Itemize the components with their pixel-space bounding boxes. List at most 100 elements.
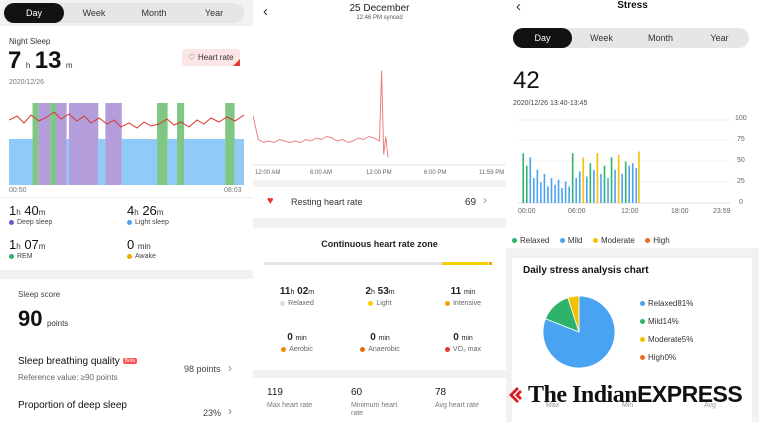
min-label: Min (622, 402, 634, 409)
awake-label: Awake (135, 253, 156, 260)
sleep-segment-light (184, 139, 226, 185)
tab-month[interactable]: Month (141, 8, 167, 18)
score-unit: points (46, 319, 69, 328)
heart-rate-toggle[interactable]: ♡ Heart rate (182, 49, 240, 66)
avg-hr-value: 78 (435, 387, 447, 398)
max-label: Max (546, 402, 560, 409)
chevron-right-icon[interactable]: › (228, 361, 232, 375)
intensive-dot (444, 300, 450, 306)
resting-hr-row[interactable]: ♥ Resting heart rate 69 › (253, 187, 506, 218)
deep-proportion-title[interactable]: Proportion of deep sleep (18, 400, 127, 411)
stress-bar (593, 169, 595, 203)
stress-bar (603, 165, 606, 203)
sleep-stage-chart (9, 103, 244, 185)
rem-dot (9, 253, 14, 259)
tab-week[interactable]: Week (82, 8, 106, 18)
rem-h: 1 (9, 237, 17, 252)
sleep-segment-deep (38, 103, 51, 185)
light-dot (368, 300, 374, 306)
tab-week[interactable]: Week (590, 33, 613, 43)
zone-anaerobic: 0 min Anaerobic (340, 332, 420, 353)
deep-h: 1 (9, 203, 17, 218)
x-tick-2: 12:00 (621, 208, 639, 215)
x-tick-1: 6:00 AM (310, 170, 333, 176)
legend-moderate: Moderate (592, 236, 635, 245)
back-chevron-icon[interactable]: ‹ (263, 3, 268, 20)
zone-relaxed-h: 11 (279, 286, 291, 297)
sleep-panel: Day Week Month Year Night Sleep 7 h 13 m… (0, 0, 253, 422)
publisher-logo-icon (509, 387, 522, 403)
zone-title: Continuous heart rate zone (321, 239, 438, 249)
max-hr-label: Max heart rate (267, 402, 313, 409)
stress-value: 42 (513, 67, 540, 94)
tab-year[interactable]: Year (710, 33, 729, 43)
zone-bar-intensive (489, 262, 492, 265)
tab-month[interactable]: Month (647, 33, 673, 43)
stress-title: Stress (617, 0, 648, 11)
legend-label: High (653, 236, 670, 245)
max-hr-value: 119 (267, 387, 283, 398)
min-hr: 60 Minimum heart rate (351, 387, 399, 418)
chevron-right-icon[interactable]: › (228, 404, 232, 418)
tab-year[interactable]: Year (204, 8, 224, 18)
y-tick-100: 100 (735, 115, 747, 122)
zone-light-m: 53 (377, 286, 389, 297)
stress-bar (564, 181, 567, 203)
wm-indian: Indian (572, 382, 638, 408)
stress-bar (631, 163, 634, 203)
zone-anaerobic-label: Anaerobic (368, 346, 400, 353)
section-label: Night Sleep (9, 37, 51, 46)
h-unit: h (16, 242, 21, 251)
y-tick-50: 50 (737, 157, 745, 164)
date-title: 25 December (349, 3, 410, 14)
daily-stress-card: Daily stress analysis chart Relaxed81% M… (512, 258, 752, 422)
beta-badge: Beta (122, 358, 138, 365)
tab-day[interactable]: Day (513, 28, 572, 48)
m-unit: m (156, 208, 164, 217)
stress-bar-chart (518, 119, 730, 204)
stress-bar (621, 173, 623, 203)
stress-panel: ‹ Stress Day Week Month Year 42 2020/12/… (506, 0, 759, 422)
deep-m: 40 (24, 203, 39, 218)
x-tick-2: 12:00 PM (366, 170, 392, 176)
avg-label: Avg (704, 402, 716, 409)
zone-relaxed-unit-m: m (308, 289, 315, 296)
sleep-segment-rem (225, 103, 235, 185)
pie-legend-label: High0% (648, 353, 677, 362)
breathing-row[interactable]: Sleep breathing quality Beta (18, 356, 138, 367)
divider (0, 197, 253, 198)
resting-label: Resting heart rate (291, 197, 363, 207)
x-tick-3: 18:00 (671, 208, 689, 215)
max-hr: 119 Max heart rate (267, 387, 312, 410)
legend-label: Mild (567, 236, 583, 245)
breathing-ref: Reference value: ≥90 points (18, 373, 118, 382)
sleep-segment-light (121, 139, 158, 185)
min-hr-value: 60 (351, 387, 363, 398)
h-unit: h (16, 208, 21, 217)
vo2-dot (445, 346, 450, 352)
heart-rate-badge-label: Heart rate (198, 53, 234, 62)
zone-aerobic-value: 0 (287, 332, 293, 343)
stress-bar (638, 151, 640, 203)
tab-day[interactable]: Day (4, 3, 64, 23)
period-tabs: Day Week Month Year (4, 3, 244, 23)
stat-deep-sleep: 1h 40m Deep sleep (9, 203, 52, 226)
total-hours: 7 (8, 47, 22, 74)
stress-bar (617, 154, 620, 203)
deep-proportion-value: 23% (203, 408, 222, 418)
zone-light-label: Light (376, 300, 392, 307)
zone-intensive-value: 11 (450, 286, 462, 297)
legend-dot (512, 238, 517, 243)
chevron-right-icon[interactable]: › (483, 193, 487, 207)
publisher-watermark: The IndianEXPRESS (508, 378, 748, 412)
sleep-segment-deep (68, 103, 99, 185)
breathing-title: Sleep breathing quality (18, 356, 120, 367)
back-chevron-icon[interactable]: ‹ (516, 0, 521, 15)
corner-check-icon (233, 59, 240, 66)
sleep-segment-light (167, 139, 178, 185)
stress-bar (607, 178, 609, 203)
sleep-segment-rem (50, 103, 56, 185)
zone-light-unit-m: m (388, 289, 395, 296)
awake-dot (127, 253, 132, 259)
sleep-score-card: Sleep score 90 points Sleep breathing qu… (0, 279, 253, 422)
